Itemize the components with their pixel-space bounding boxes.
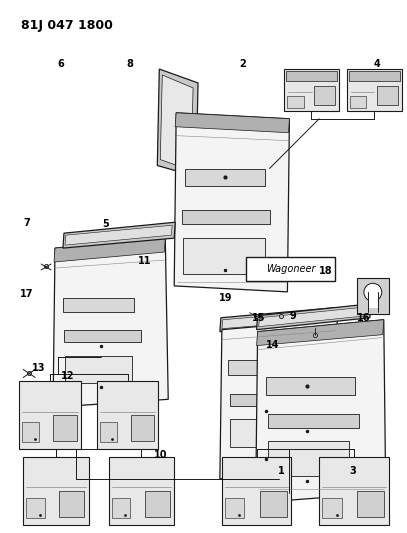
Bar [315, 86, 335, 104]
Polygon shape [158, 69, 198, 176]
Bar [357, 491, 384, 516]
Bar [26, 498, 45, 518]
Text: 10: 10 [153, 450, 167, 460]
Polygon shape [220, 320, 339, 479]
Text: 12: 12 [61, 371, 75, 381]
Bar [64, 330, 141, 342]
Text: 17: 17 [20, 289, 33, 299]
Polygon shape [53, 238, 168, 407]
Text: 81J 047 1800: 81J 047 1800 [21, 19, 113, 33]
Text: 11: 11 [138, 256, 152, 266]
Polygon shape [174, 113, 289, 292]
Text: 5: 5 [102, 219, 109, 229]
Text: 15: 15 [252, 313, 266, 323]
Polygon shape [63, 222, 175, 248]
Bar [260, 491, 287, 516]
Text: 1: 1 [278, 466, 285, 476]
Text: 7: 7 [23, 218, 30, 228]
Circle shape [364, 284, 382, 301]
Polygon shape [23, 457, 89, 524]
Polygon shape [257, 320, 384, 345]
Bar [267, 441, 349, 476]
Text: 3: 3 [350, 466, 357, 476]
Text: 8: 8 [127, 59, 133, 69]
Bar [65, 356, 133, 383]
Bar [100, 422, 117, 442]
Bar [22, 422, 39, 442]
Bar [368, 292, 378, 309]
Polygon shape [256, 320, 386, 503]
Text: 9: 9 [289, 311, 296, 321]
Text: Wagoneer: Wagoneer [266, 264, 315, 274]
Bar [230, 419, 298, 447]
Text: 2: 2 [239, 59, 246, 69]
Polygon shape [97, 382, 158, 449]
Polygon shape [257, 304, 371, 330]
Bar [53, 415, 77, 441]
Polygon shape [19, 382, 81, 449]
Bar [63, 298, 134, 312]
Bar [145, 491, 170, 516]
Bar [225, 498, 244, 518]
Polygon shape [222, 457, 291, 524]
Bar [266, 377, 355, 395]
Polygon shape [54, 238, 165, 262]
Polygon shape [65, 225, 172, 245]
Polygon shape [109, 457, 174, 524]
Bar [350, 96, 366, 108]
Bar [183, 238, 265, 274]
Bar [349, 71, 400, 82]
FancyBboxPatch shape [246, 257, 335, 281]
Bar [185, 168, 265, 187]
Bar [284, 69, 339, 111]
Text: 14: 14 [266, 340, 280, 350]
Bar [357, 278, 389, 314]
Bar [377, 86, 398, 104]
Bar [287, 96, 304, 108]
Text: 16: 16 [357, 313, 370, 323]
Bar [347, 69, 402, 111]
Polygon shape [160, 75, 193, 171]
Bar [59, 491, 84, 516]
Bar [112, 498, 130, 518]
Text: 4: 4 [374, 59, 381, 69]
Bar [182, 211, 269, 224]
Bar [267, 414, 359, 428]
Bar [322, 498, 341, 518]
Text: 13: 13 [32, 364, 46, 373]
Text: 6: 6 [57, 59, 64, 69]
Bar [287, 71, 337, 82]
Bar [131, 415, 154, 441]
Polygon shape [220, 308, 334, 332]
Polygon shape [319, 457, 389, 524]
Text: 18: 18 [319, 266, 333, 276]
Polygon shape [175, 113, 289, 133]
Bar [228, 360, 305, 375]
Polygon shape [258, 307, 368, 327]
Text: 19: 19 [219, 293, 232, 303]
Polygon shape [222, 311, 331, 329]
Bar [230, 394, 309, 406]
